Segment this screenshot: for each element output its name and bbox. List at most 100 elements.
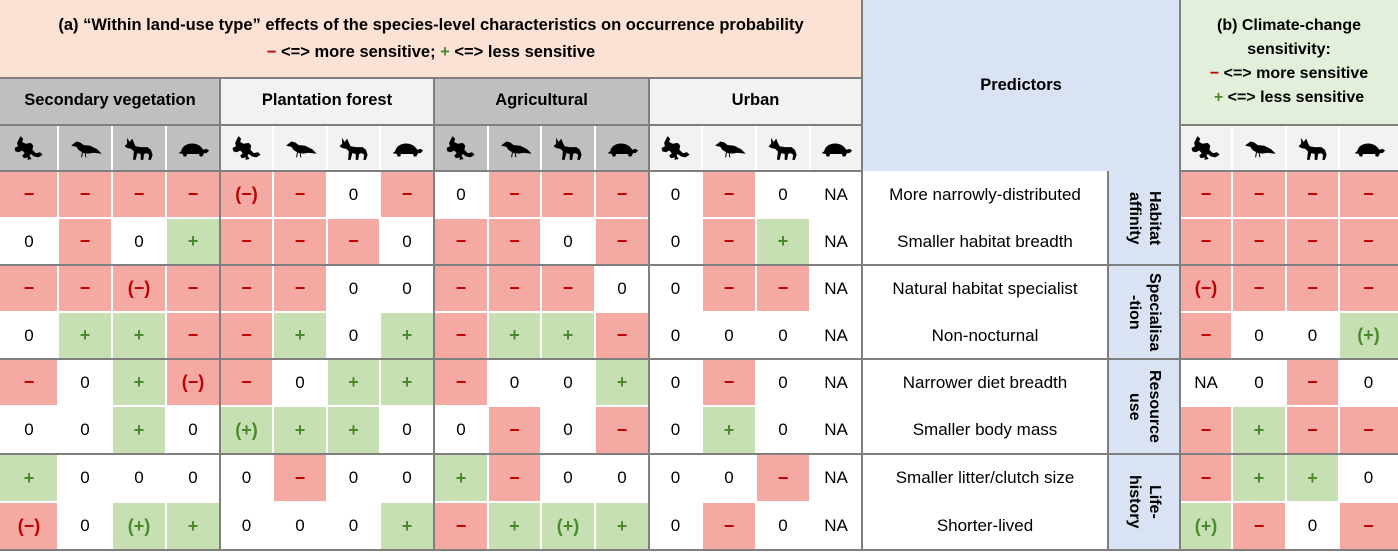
effect-cell: + bbox=[380, 502, 434, 550]
effect-cell: − bbox=[273, 265, 327, 312]
effect-value: + bbox=[133, 325, 145, 345]
effect-value: − bbox=[616, 325, 628, 345]
effect-value: 0 bbox=[295, 516, 305, 535]
effect-cell: 0 bbox=[327, 265, 380, 312]
climate-cell: − bbox=[1180, 406, 1232, 454]
effect-value: 0 bbox=[724, 325, 734, 345]
climate-cell: 0 bbox=[1232, 359, 1286, 406]
climate-value: − bbox=[1363, 278, 1374, 298]
climate-value: 0 bbox=[1307, 325, 1318, 345]
climate-value: − bbox=[1307, 372, 1318, 392]
grid-line bbox=[862, 217, 1108, 219]
effect-cell: 0 bbox=[756, 312, 810, 359]
effect-value: NA bbox=[824, 420, 848, 439]
predictor-text: Narrower diet breadth bbox=[902, 372, 1068, 392]
effect-value: + bbox=[723, 419, 735, 440]
fox-icon bbox=[122, 134, 156, 162]
effect-value: + bbox=[509, 325, 520, 345]
grid-line bbox=[0, 405, 862, 407]
climate-taxon-header-cell bbox=[1339, 124, 1398, 171]
effect-value: + bbox=[23, 467, 35, 488]
effect-cell: − bbox=[434, 218, 488, 265]
effect-cell: − bbox=[488, 171, 541, 218]
effect-cell: + bbox=[112, 359, 166, 406]
effect-cell: 0 bbox=[380, 265, 434, 312]
climate-value: (+) bbox=[1357, 325, 1380, 345]
grid-line bbox=[1180, 170, 1398, 172]
effect-value: 0 bbox=[563, 468, 573, 487]
effect-value: 0 bbox=[509, 372, 520, 392]
effect-value: 0 bbox=[134, 468, 144, 487]
turtle-icon bbox=[176, 134, 210, 162]
effect-cell: (+) bbox=[112, 502, 166, 550]
effect-value: − bbox=[616, 231, 628, 251]
effect-value: + bbox=[509, 515, 520, 536]
effect-cell: 0 bbox=[649, 406, 702, 454]
legend-b-minus-symbol: − bbox=[1209, 65, 1220, 82]
effect-cell: + bbox=[434, 454, 488, 502]
effect-value: 0 bbox=[670, 420, 681, 439]
climate-cell: − bbox=[1286, 265, 1339, 312]
climate-value: − bbox=[1253, 515, 1265, 536]
grid-line bbox=[0, 77, 862, 79]
effect-value: + bbox=[187, 515, 199, 536]
legend-plus-text: <=> less sensitive bbox=[449, 42, 596, 61]
taxon-header-cell bbox=[380, 124, 434, 171]
taxon-header-cell bbox=[166, 124, 220, 171]
effect-value: − bbox=[455, 372, 467, 392]
effect-value: 0 bbox=[563, 420, 573, 439]
effect-value: − bbox=[616, 184, 628, 204]
climate-taxon-header-cell bbox=[1232, 124, 1286, 171]
climate-value: − bbox=[1363, 184, 1374, 204]
category-life-history: Life- history bbox=[1108, 454, 1180, 550]
effect-value: 0 bbox=[134, 231, 144, 251]
effect-value: − bbox=[562, 184, 574, 204]
grid-line bbox=[165, 124, 167, 550]
effect-cell: NA bbox=[810, 359, 862, 406]
effect-value: 0 bbox=[563, 231, 573, 251]
effect-cell: − bbox=[488, 218, 541, 265]
effect-value: NA bbox=[824, 468, 848, 487]
effect-cell: + bbox=[541, 312, 595, 359]
grid-line bbox=[540, 124, 542, 550]
effect-cell: 0 bbox=[595, 454, 649, 502]
climate-cell: 0 bbox=[1232, 312, 1286, 359]
effect-cell: − bbox=[273, 454, 327, 502]
effect-cell: + bbox=[380, 359, 434, 406]
effect-value: 0 bbox=[724, 468, 734, 487]
effect-cell: 0 bbox=[649, 502, 702, 550]
climate-cell: − bbox=[1232, 171, 1286, 218]
effect-value: − bbox=[509, 231, 520, 251]
effect-cell: 0 bbox=[58, 406, 112, 454]
grid-line bbox=[111, 124, 113, 550]
legend-b-plus-text: <=> less sensitive bbox=[1223, 89, 1365, 106]
effect-value: 0 bbox=[24, 325, 34, 345]
grid-line bbox=[1107, 171, 1109, 550]
climate-cell: − bbox=[1339, 406, 1398, 454]
header-b-legend-minus: − <=> more sensitive bbox=[1210, 62, 1368, 86]
legend-minus-symbol: − bbox=[266, 42, 277, 61]
climate-value: NA bbox=[1194, 372, 1218, 392]
effect-cell: 0 bbox=[380, 454, 434, 502]
grid-line bbox=[1231, 124, 1233, 550]
effect-value: − bbox=[562, 278, 574, 298]
effect-value: 0 bbox=[348, 184, 359, 204]
effect-value: (+) bbox=[127, 515, 151, 536]
effect-value: (+) bbox=[235, 419, 258, 440]
effect-value: NA bbox=[824, 231, 848, 251]
effect-value: NA bbox=[824, 325, 848, 345]
effect-cell: 0 bbox=[541, 359, 595, 406]
climate-value: − bbox=[1253, 231, 1265, 251]
effect-cell: 0 bbox=[273, 502, 327, 550]
effect-value: NA bbox=[824, 278, 848, 298]
turtle-icon bbox=[1352, 134, 1386, 162]
predictor-label: Smaller body mass bbox=[862, 406, 1108, 454]
effect-value: + bbox=[133, 372, 145, 392]
effect-value: − bbox=[294, 278, 306, 298]
effect-cell: − bbox=[756, 454, 810, 502]
climate-value: 0 bbox=[1363, 468, 1374, 487]
fox-icon bbox=[551, 134, 585, 162]
effect-value: 0 bbox=[778, 184, 788, 204]
effect-value: + bbox=[616, 515, 628, 536]
frog-icon bbox=[444, 134, 478, 162]
